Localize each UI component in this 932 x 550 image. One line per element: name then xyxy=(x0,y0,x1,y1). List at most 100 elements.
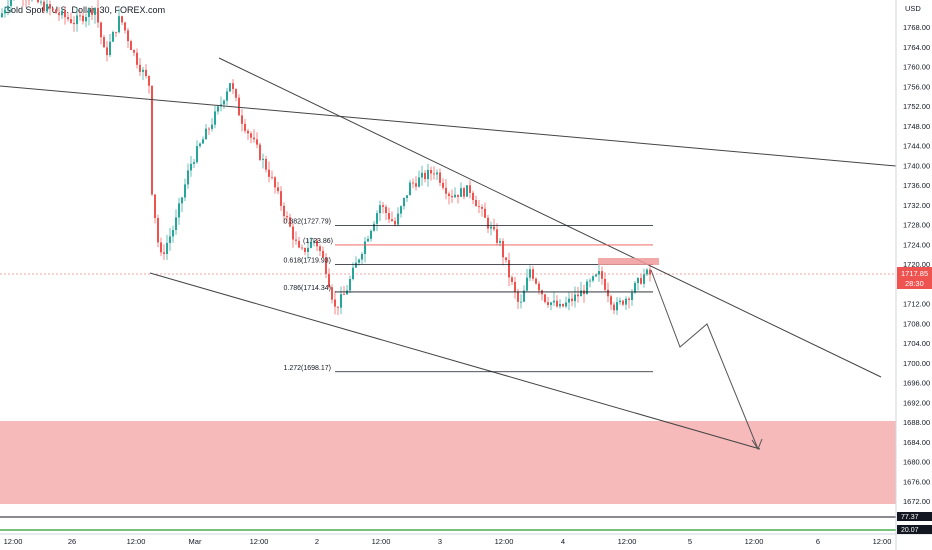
candle-body xyxy=(595,274,597,277)
y-tick-label: 1768.00 xyxy=(903,23,930,32)
candle-body xyxy=(421,172,423,178)
candle-body xyxy=(121,16,123,23)
candle-body xyxy=(118,16,120,33)
candle-body xyxy=(526,277,528,291)
candle-body xyxy=(601,271,603,279)
candle-body xyxy=(592,276,594,281)
candle-body xyxy=(142,69,144,72)
candle-body xyxy=(409,182,411,196)
candle-body xyxy=(442,182,444,188)
candle-body xyxy=(448,193,450,196)
candle-body xyxy=(151,85,153,195)
candle-body xyxy=(529,269,531,278)
candle-body xyxy=(277,187,279,192)
candle-body xyxy=(337,306,339,308)
candle-body xyxy=(187,170,189,185)
y-tick-label: 1700.00 xyxy=(903,359,930,368)
y-axis-ticks: 1768.00 1764.00 1760.00 1756.00 1752.00 1748.… xyxy=(903,23,930,506)
candle-body xyxy=(307,247,309,252)
candle-body xyxy=(484,208,486,218)
candle-body xyxy=(76,15,78,25)
candle-body xyxy=(175,217,177,231)
candle-body xyxy=(628,298,630,301)
candle-body xyxy=(52,8,54,10)
y-tick-label: 1704.00 xyxy=(903,339,930,348)
candle-body xyxy=(640,277,642,284)
candle-body xyxy=(607,289,609,297)
candle-body xyxy=(625,298,627,305)
candle-body xyxy=(127,30,129,42)
candle-body xyxy=(619,300,621,303)
candle-body xyxy=(490,226,492,229)
candle-body xyxy=(523,290,525,302)
candle-body xyxy=(388,213,390,220)
candle-body xyxy=(325,257,327,274)
candle-body xyxy=(274,177,276,188)
candle-body xyxy=(283,205,285,217)
candle-body xyxy=(166,242,168,254)
candle-body xyxy=(517,291,519,302)
candle-body xyxy=(394,220,396,225)
y-tick-label: 1728.00 xyxy=(903,221,930,230)
candle-body xyxy=(502,241,504,258)
candle-body xyxy=(301,247,303,249)
candle-body xyxy=(262,158,264,160)
candle-body xyxy=(115,31,117,33)
candle-body xyxy=(403,198,405,207)
candle-body xyxy=(412,182,414,184)
candle-body xyxy=(109,41,111,56)
candle-body xyxy=(310,242,312,248)
candle-body xyxy=(280,191,282,206)
candle-body xyxy=(370,230,372,239)
candle-body xyxy=(385,206,387,214)
candle-body xyxy=(469,185,471,193)
candle-body xyxy=(622,300,624,305)
candle-body xyxy=(136,52,138,65)
y-tick-label: 1732.00 xyxy=(903,201,930,210)
candle-body xyxy=(571,298,573,302)
candle-body xyxy=(343,294,345,295)
candle-body xyxy=(172,230,174,237)
candle-body xyxy=(181,197,183,204)
candle-body xyxy=(334,299,336,307)
candle-body xyxy=(88,9,90,18)
fib-level-label: 0.618(1719.93) xyxy=(284,257,331,264)
candle-body xyxy=(559,303,561,307)
y-tick-label: 1712.00 xyxy=(903,300,930,309)
candle-body xyxy=(253,137,255,140)
y-tick-label: 1724.00 xyxy=(903,240,930,249)
candles xyxy=(1,0,651,316)
candle-body xyxy=(553,300,555,303)
candle-body xyxy=(223,100,225,105)
candle-body xyxy=(250,133,252,138)
candle-body xyxy=(40,1,42,3)
candle-body xyxy=(505,257,507,261)
candle-body xyxy=(391,219,393,221)
fib-level-label: 0.382(1727.79) xyxy=(284,219,331,226)
candle-body xyxy=(160,242,162,253)
y-tick-label: 1740.00 xyxy=(903,161,930,170)
candle-body xyxy=(565,302,567,307)
y-tick-label: 1748.00 xyxy=(903,122,930,131)
candle-body xyxy=(532,269,534,279)
candle-body xyxy=(511,277,513,282)
candle-body xyxy=(4,10,6,14)
candle-body xyxy=(424,172,426,180)
candle-body xyxy=(457,194,459,197)
candle-body xyxy=(355,262,357,268)
y-tick-label: 1672.00 xyxy=(903,497,930,506)
candle-body xyxy=(103,37,105,48)
candle-body xyxy=(460,188,462,197)
candle-body xyxy=(106,47,108,56)
candle-body xyxy=(349,279,351,291)
candle-body xyxy=(574,294,576,302)
candle-body xyxy=(322,250,324,258)
candle-body xyxy=(304,247,306,252)
candle-body xyxy=(646,269,648,275)
candle-body xyxy=(556,300,558,307)
candle-body xyxy=(568,298,570,303)
y-tick-label: 1764.00 xyxy=(903,43,930,52)
x-tick-label: 12:00 xyxy=(745,537,764,546)
candle-body xyxy=(67,17,69,20)
